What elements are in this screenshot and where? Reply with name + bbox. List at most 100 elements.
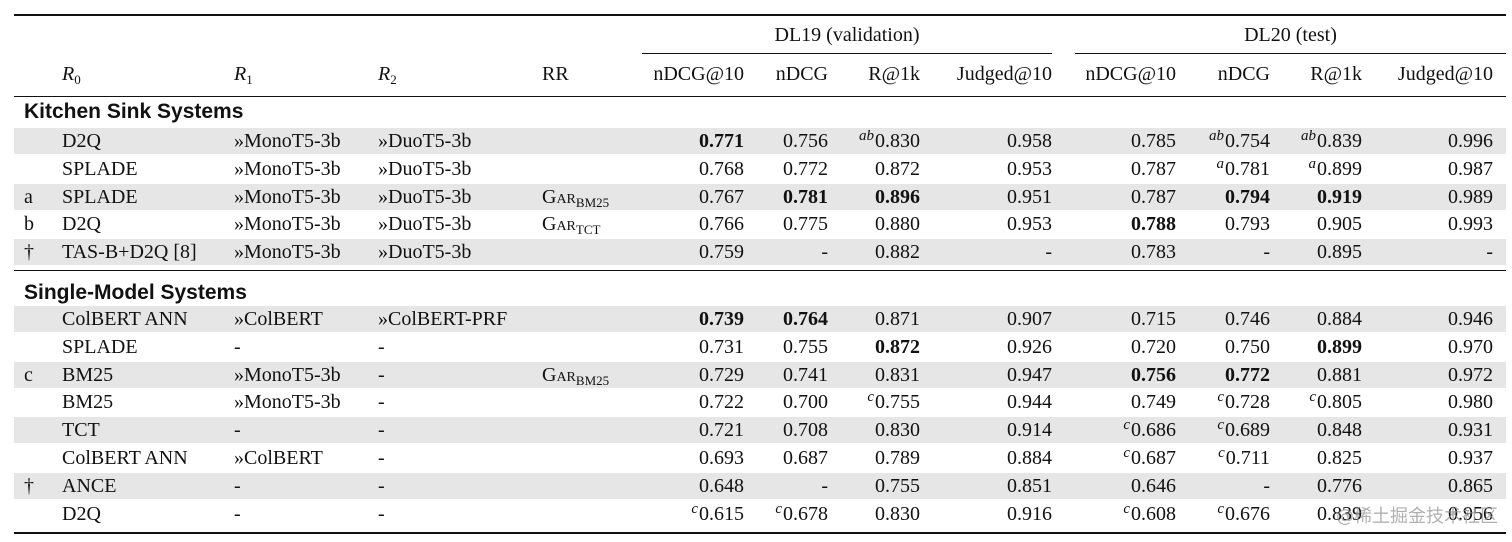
value-number: 0.728 — [1225, 391, 1270, 413]
value-cell: 0.914 — [912, 417, 1052, 443]
value-cell: 0.687 — [688, 445, 828, 471]
row-r1: - — [234, 503, 241, 525]
value-number: 0.839 — [1317, 503, 1362, 525]
value-number: 0.993 — [1448, 213, 1493, 235]
row-r1: »MonoT5-3b — [234, 158, 341, 180]
value-number: 0.686 — [1131, 419, 1176, 441]
col-header-2: R@1k — [868, 63, 920, 85]
value-cell: 0.781 — [688, 184, 828, 210]
value-cell: 0.741 — [688, 362, 828, 388]
row-r0: ANCE — [62, 475, 117, 497]
rr-label: Gar — [542, 364, 576, 386]
value-number: 0.676 — [1225, 503, 1270, 525]
value-number: 0.776 — [1317, 475, 1362, 497]
value-number: 0.729 — [699, 364, 744, 386]
row-r1: - — [234, 475, 241, 497]
value-number: 0.947 — [1007, 364, 1052, 386]
value-number: 0.756 — [1131, 364, 1176, 386]
row-r2: - — [378, 419, 385, 441]
row-shade — [14, 417, 1506, 443]
value-cell: ab0.754 — [1130, 128, 1270, 156]
row-r2: - — [378, 475, 385, 497]
value-number: 0.872 — [875, 158, 920, 180]
value-cell: ab0.830 — [780, 128, 920, 156]
value-number: - — [821, 475, 828, 497]
value-cell: 0.851 — [912, 473, 1052, 499]
value-cell: a0.781 — [1130, 156, 1271, 184]
row-r0: BM25 — [62, 391, 114, 413]
value-number: 0.766 — [699, 213, 744, 235]
value-number: 0.987 — [1448, 158, 1493, 180]
value-number: 0.754 — [1225, 130, 1270, 152]
value-cell: 0.788 — [1036, 211, 1176, 237]
value-cell: 0.771 — [604, 128, 744, 154]
value-number: 0.831 — [875, 364, 920, 386]
row-shade — [14, 473, 1506, 499]
value-number: 0.953 — [1007, 213, 1052, 235]
value-cell: 0.766 — [604, 211, 744, 237]
value-number: 0.764 — [783, 308, 828, 330]
value-cell: 0.993 — [1353, 211, 1493, 237]
section-title: Kitchen Sink Systems — [24, 100, 244, 123]
value-number: 0.788 — [1131, 213, 1176, 235]
value-number: 0.871 — [875, 308, 920, 330]
row-r2: - — [378, 391, 385, 413]
col-header-5: nDCG — [1217, 63, 1270, 85]
value-cell: 0.756 — [1036, 362, 1176, 388]
significance-marker: ab — [1209, 128, 1224, 144]
significance-marker: a — [1308, 156, 1317, 172]
value-number: 0.953 — [1007, 158, 1052, 180]
row-r1: »ColBERT — [234, 308, 323, 330]
value-cell: 0.872 — [780, 156, 920, 182]
value-cell: c0.615 — [604, 501, 744, 529]
value-cell: - — [912, 239, 1052, 265]
value-cell: 0.880 — [780, 211, 920, 237]
section-title: Single-Model Systems — [24, 281, 247, 304]
value-cell: 0.768 — [604, 156, 744, 182]
col-header-r2-letter: R — [378, 63, 391, 85]
value-cell: c0.686 — [1036, 417, 1176, 445]
value-cell: 0.907 — [912, 306, 1052, 332]
col-header-r2: R2 — [378, 61, 397, 87]
value-number: 0.767 — [699, 186, 744, 208]
value-cell: 0.648 — [604, 473, 744, 499]
value-cell: 0.953 — [912, 211, 1052, 237]
value-cell: 0.793 — [1130, 211, 1270, 237]
row-rr: GarTCT — [542, 211, 600, 237]
row-r2: - — [378, 336, 385, 358]
col-header-6: R@1k — [1310, 63, 1362, 85]
value-cell: 0.831 — [780, 362, 920, 388]
value-cell: c0.755 — [780, 389, 920, 417]
row-shade — [14, 184, 1506, 210]
value-cell: 0.871 — [780, 306, 920, 332]
row-r0: SPLADE — [62, 158, 138, 180]
value-number: 0.946 — [1448, 308, 1493, 330]
value-number: 0.787 — [1131, 158, 1176, 180]
row-shade — [14, 362, 1506, 388]
value-cell: 0.785 — [1036, 128, 1176, 154]
value-number: 0.759 — [699, 241, 744, 263]
value-number: 0.907 — [1007, 308, 1052, 330]
value-cell: 0.944 — [912, 389, 1052, 415]
row-r0: D2Q — [62, 130, 101, 152]
value-cell: 0.700 — [688, 389, 828, 415]
value-number: 0.615 — [699, 503, 744, 525]
rr-label: Gar — [542, 186, 576, 208]
section-rule — [14, 270, 1506, 271]
value-number: 0.914 — [1007, 419, 1052, 441]
value-number: 0.785 — [1131, 130, 1176, 152]
value-number: 0.956 — [1448, 503, 1493, 525]
significance-marker: c — [1217, 389, 1224, 405]
value-cell: 0.830 — [780, 501, 920, 527]
value-cell: 0.749 — [1036, 389, 1176, 415]
value-cell: 0.919 — [1222, 184, 1362, 210]
group-header-dl19: DL19 (validation) — [774, 24, 920, 46]
value-number: 0.980 — [1448, 391, 1493, 413]
value-cell: c0.805 — [1222, 389, 1362, 417]
value-number: 0.755 — [875, 475, 920, 497]
value-number: 0.896 — [875, 186, 920, 208]
value-number: 0.711 — [1225, 447, 1270, 469]
value-cell: - — [1130, 473, 1270, 499]
value-number: 0.687 — [1131, 447, 1176, 469]
value-cell: 0.895 — [1222, 239, 1362, 265]
